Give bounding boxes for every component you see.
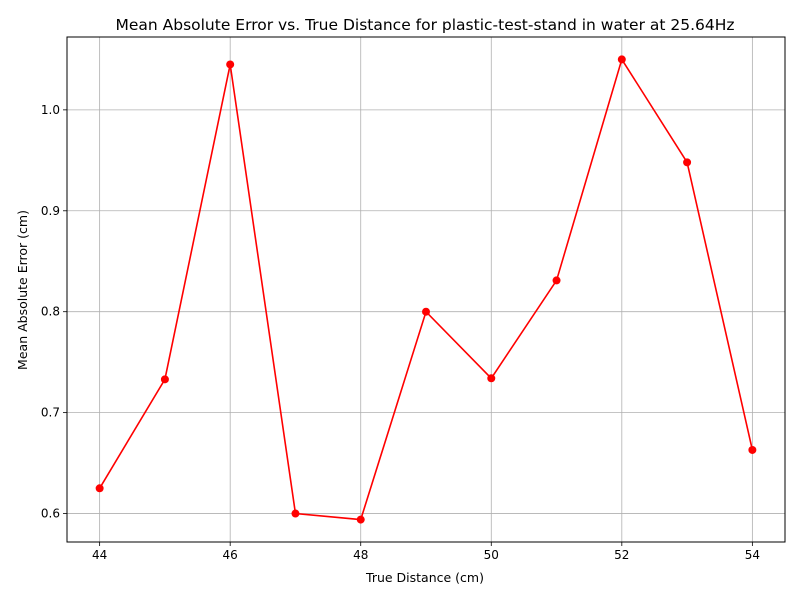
data-point [226, 60, 235, 69]
data-point [422, 307, 430, 316]
x-axis: 44 46 48 50 52 54 [92, 542, 760, 562]
grid [67, 37, 785, 542]
y-tick-label: 0.6 [41, 507, 60, 521]
data-point [291, 509, 300, 518]
x-tick-label: 46 [223, 548, 238, 562]
data-point [487, 374, 496, 383]
y-tick-label: 1.0 [41, 103, 60, 117]
data-point [356, 515, 365, 524]
x-tick-label: 52 [614, 548, 629, 562]
data-point [160, 375, 169, 384]
x-tick-label: 48 [353, 548, 368, 562]
data-point [748, 445, 757, 454]
x-tick-label: 44 [92, 548, 107, 562]
data-point [683, 158, 692, 167]
x-tick-label: 50 [484, 548, 499, 562]
data-point [617, 55, 626, 64]
chart-title: Mean Absolute Error vs. True Distance fo… [115, 16, 734, 34]
x-tick-label: 54 [745, 548, 760, 562]
y-axis: 0.6 0.7 0.8 0.9 1.0 [41, 103, 67, 521]
data-point [95, 484, 104, 493]
series-line [98, 57, 754, 521]
y-tick-label: 0.9 [41, 204, 60, 218]
y-axis-label: Mean Absolute Error (cm) [15, 210, 30, 370]
x-axis-label: True Distance (cm) [365, 570, 484, 585]
y-tick-label: 0.7 [41, 406, 60, 420]
plot-frame [66, 36, 786, 543]
y-tick-label: 0.8 [41, 305, 60, 319]
series-group [95, 55, 757, 524]
data-point [552, 276, 561, 285]
